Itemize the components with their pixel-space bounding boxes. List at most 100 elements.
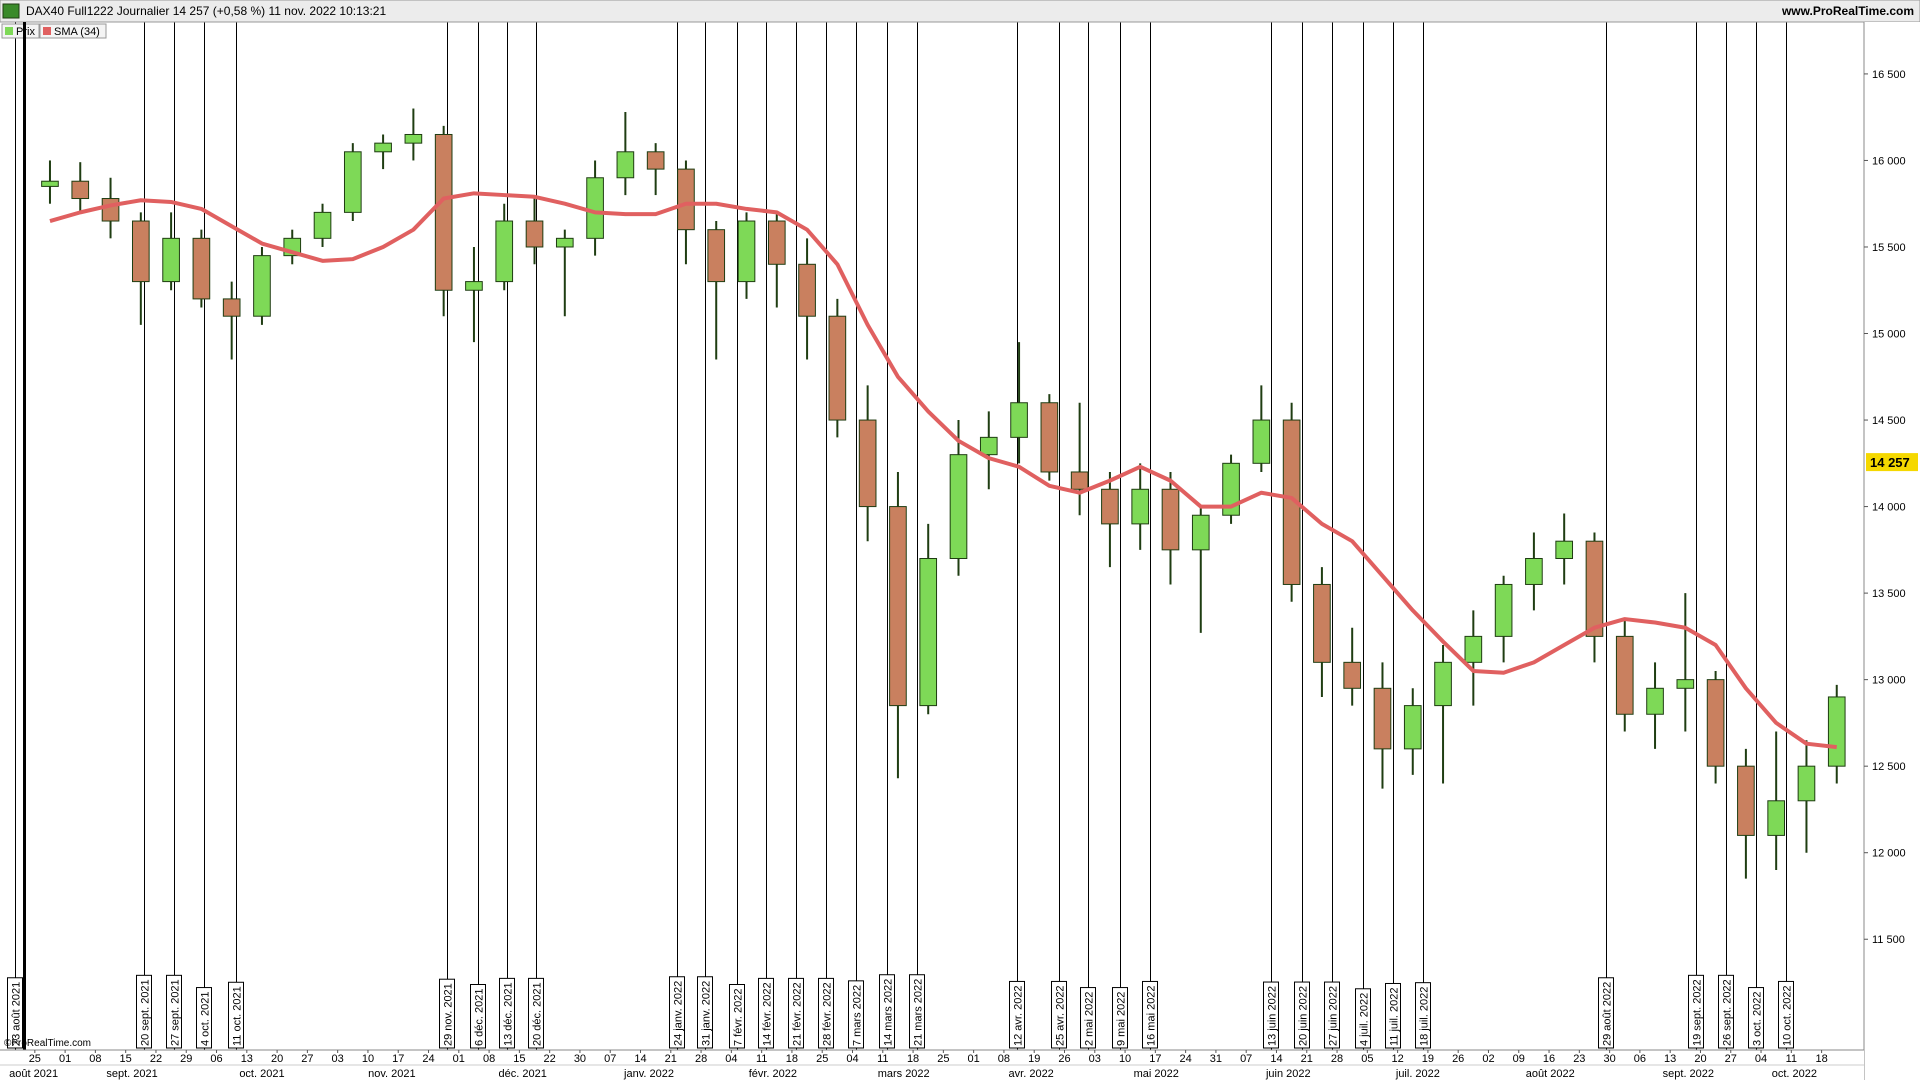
x-tick-label: 13 — [1664, 1053, 1676, 1065]
month-label: oct. 2022 — [1772, 1068, 1817, 1080]
candle-body — [858, 419, 877, 508]
event-label-box — [228, 981, 244, 1049]
candle-body — [192, 237, 211, 300]
event-label: 21 mars 2022 — [913, 979, 925, 1046]
y-tick-label: 11 500 — [1872, 934, 1905, 946]
event-label-box — [729, 984, 745, 1049]
event-label: 27 sept. 2021 — [170, 979, 182, 1046]
plot-area: 23 août 2021 20 sept. 2021 27 sept. 2021 4 … — [7, 22, 1846, 1050]
y-tick-label: 14 000 — [1872, 502, 1906, 514]
candle-body — [1464, 635, 1483, 663]
month-label: août 2022 — [1526, 1068, 1575, 1080]
candle-body — [1525, 557, 1543, 585]
x-tick-label: 19 — [1028, 1053, 1040, 1065]
site-url[interactable]: www.ProRealTime.com — [1781, 4, 1914, 18]
candle-body — [1555, 540, 1574, 559]
candle-body — [1101, 488, 1119, 525]
event-label-box — [1112, 987, 1128, 1049]
event-label: 7 mars 2022 — [852, 985, 864, 1046]
x-tick-label: 24 — [422, 1053, 434, 1065]
event-label-box — [1051, 980, 1067, 1049]
event-label-box — [136, 974, 152, 1049]
event-label: 28 févr. 2022 — [822, 982, 834, 1046]
event-label: 26 sept. 2022 — [1722, 979, 1734, 1046]
x-tick-label: 11 — [877, 1053, 888, 1065]
candle-body — [1494, 583, 1513, 637]
candle-body — [101, 198, 120, 222]
candle-body — [979, 436, 998, 456]
event-label: 27 juin 2022 — [1328, 986, 1340, 1046]
candle-body — [41, 180, 59, 187]
candle-body — [919, 557, 938, 707]
axes: 11 500 12 000 12 500 13 000 13 500 14 000 14 5… — [9, 69, 1918, 1080]
x-tick-label: 21 — [665, 1053, 677, 1065]
candle-body — [343, 151, 362, 213]
legend: Prix SMA (34) — [1, 23, 107, 39]
event-label: 19 sept. 2022 — [1692, 979, 1704, 1046]
y-tick-label: 12 000 — [1872, 848, 1906, 860]
x-tick-label: 03 — [332, 1053, 344, 1065]
event-label: 4 juil. 2022 — [1359, 993, 1371, 1046]
x-tick-label: 24 — [1180, 1053, 1192, 1065]
event-label: 9 mai 2022 — [1116, 992, 1128, 1046]
event-label-box — [1415, 982, 1431, 1049]
candle-body — [131, 220, 150, 283]
event-label-box — [1688, 974, 1704, 1049]
month-label: oct. 2021 — [239, 1068, 284, 1080]
candle-body — [1615, 635, 1634, 715]
month-label: févr. 2022 — [749, 1068, 797, 1080]
event-label-box — [879, 974, 895, 1049]
x-tick-label: 26 — [1452, 1053, 1464, 1065]
event-label: 12 avr. 2022 — [1013, 985, 1025, 1046]
x-tick-label: 14 — [634, 1053, 646, 1065]
price-axis — [1864, 22, 1920, 1080]
event-label-box — [1263, 981, 1279, 1049]
event-label: 6 déc. 2021 — [474, 989, 486, 1047]
event-label-box — [7, 977, 23, 1049]
event-label-box — [697, 976, 713, 1049]
event-label: 21 févr. 2022 — [792, 982, 804, 1046]
x-tick-label: 18 — [1815, 1053, 1827, 1065]
month-label: août 2021 — [9, 1068, 58, 1080]
last-price-label: 14 257 — [1870, 455, 1910, 470]
event-label-box — [1324, 981, 1340, 1049]
event-label-box — [1142, 980, 1158, 1049]
event-label: 29 août 2022 — [1602, 982, 1614, 1046]
legend-box[interactable] — [39, 23, 107, 39]
y-tick-label: 12 500 — [1872, 761, 1906, 773]
event-label: 20 sept. 2021 — [140, 979, 152, 1046]
candle-body — [525, 220, 544, 248]
event-label-box — [1778, 980, 1794, 1049]
candle-body — [1403, 705, 1422, 750]
x-tick-label: 26 — [1058, 1053, 1070, 1065]
x-tick-label: 04 — [1755, 1053, 1767, 1065]
x-tick-label: 15 — [120, 1053, 132, 1065]
month-label: sept. 2021 — [106, 1068, 157, 1080]
event-label: 7 févr. 2022 — [733, 989, 745, 1047]
x-tick-label: 11 — [1786, 1053, 1797, 1065]
candle-body — [1676, 679, 1695, 689]
event-label-box — [788, 977, 804, 1049]
candle-body — [1434, 661, 1452, 707]
x-tick-label: 08 — [998, 1053, 1010, 1065]
header-bar — [0, 0, 1920, 23]
x-tick-label: 08 — [483, 1053, 495, 1065]
event-label-box — [528, 977, 544, 1049]
event-label-box — [909, 974, 925, 1049]
event-label-box — [1718, 974, 1734, 1049]
event-label: 3 oct. 2022 — [1752, 992, 1764, 1046]
event-label-box — [1598, 977, 1614, 1049]
candle-body — [465, 281, 483, 291]
event-label-box — [470, 984, 486, 1049]
candle-body — [1646, 687, 1664, 715]
x-tick-label: 04 — [846, 1053, 858, 1065]
month-label: mars 2022 — [878, 1068, 930, 1080]
x-tick-label: 25 — [29, 1053, 41, 1065]
candle-body — [889, 506, 907, 707]
y-tick-label: 14 500 — [1872, 415, 1906, 427]
event-label-box — [848, 980, 864, 1049]
candle-body — [737, 220, 756, 283]
x-tick-label: 28 — [1331, 1053, 1343, 1065]
x-tick-label: 31 — [1210, 1053, 1222, 1065]
event-label: 23 août 2021 — [11, 982, 23, 1046]
